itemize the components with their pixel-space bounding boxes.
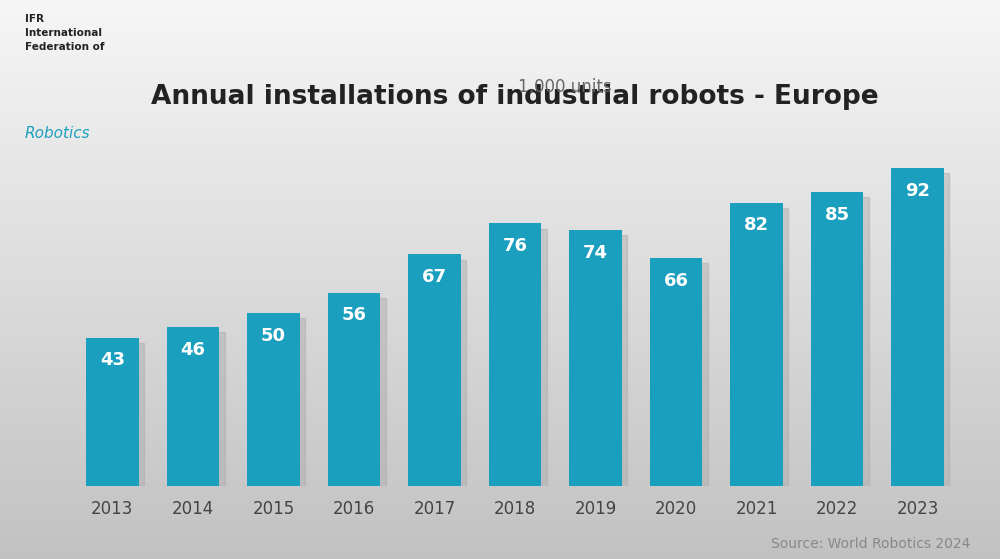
Bar	[736, 208, 788, 486]
Text: Source: World Robotics 2024: Source: World Robotics 2024	[771, 537, 970, 551]
Bar	[86, 338, 139, 486]
Text: 92: 92	[905, 182, 930, 200]
Text: 43: 43	[100, 352, 125, 369]
Text: IFR
International
Federation of: IFR International Federation of	[25, 14, 104, 52]
Bar	[253, 319, 305, 486]
Text: 76: 76	[503, 237, 528, 255]
Bar	[167, 327, 219, 486]
Bar	[569, 230, 622, 486]
Text: Robotics: Robotics	[25, 126, 91, 141]
Text: 85: 85	[825, 206, 850, 224]
Bar	[891, 168, 944, 486]
Bar	[172, 333, 225, 486]
Bar	[656, 263, 708, 486]
Text: 1,000 units: 1,000 units	[518, 78, 612, 96]
Text: 67: 67	[422, 268, 447, 286]
Bar	[408, 254, 461, 486]
Bar	[650, 258, 702, 486]
Bar	[92, 343, 144, 486]
Text: 82: 82	[744, 216, 769, 234]
Bar	[817, 197, 869, 486]
Title: Annual installations of industrial robots - Europe: Annual installations of industrial robot…	[151, 83, 879, 110]
Bar	[811, 192, 863, 486]
Bar	[489, 224, 541, 486]
Text: 46: 46	[180, 341, 205, 359]
Bar	[247, 313, 300, 486]
Text: 74: 74	[583, 244, 608, 262]
Bar	[494, 229, 547, 486]
Bar	[730, 202, 783, 486]
Text: 66: 66	[664, 272, 689, 290]
Text: 50: 50	[261, 327, 286, 345]
Bar	[333, 298, 386, 486]
Bar	[897, 173, 949, 486]
Bar	[414, 260, 466, 486]
Bar	[575, 235, 627, 486]
Text: 56: 56	[341, 306, 366, 324]
Bar	[328, 292, 380, 486]
